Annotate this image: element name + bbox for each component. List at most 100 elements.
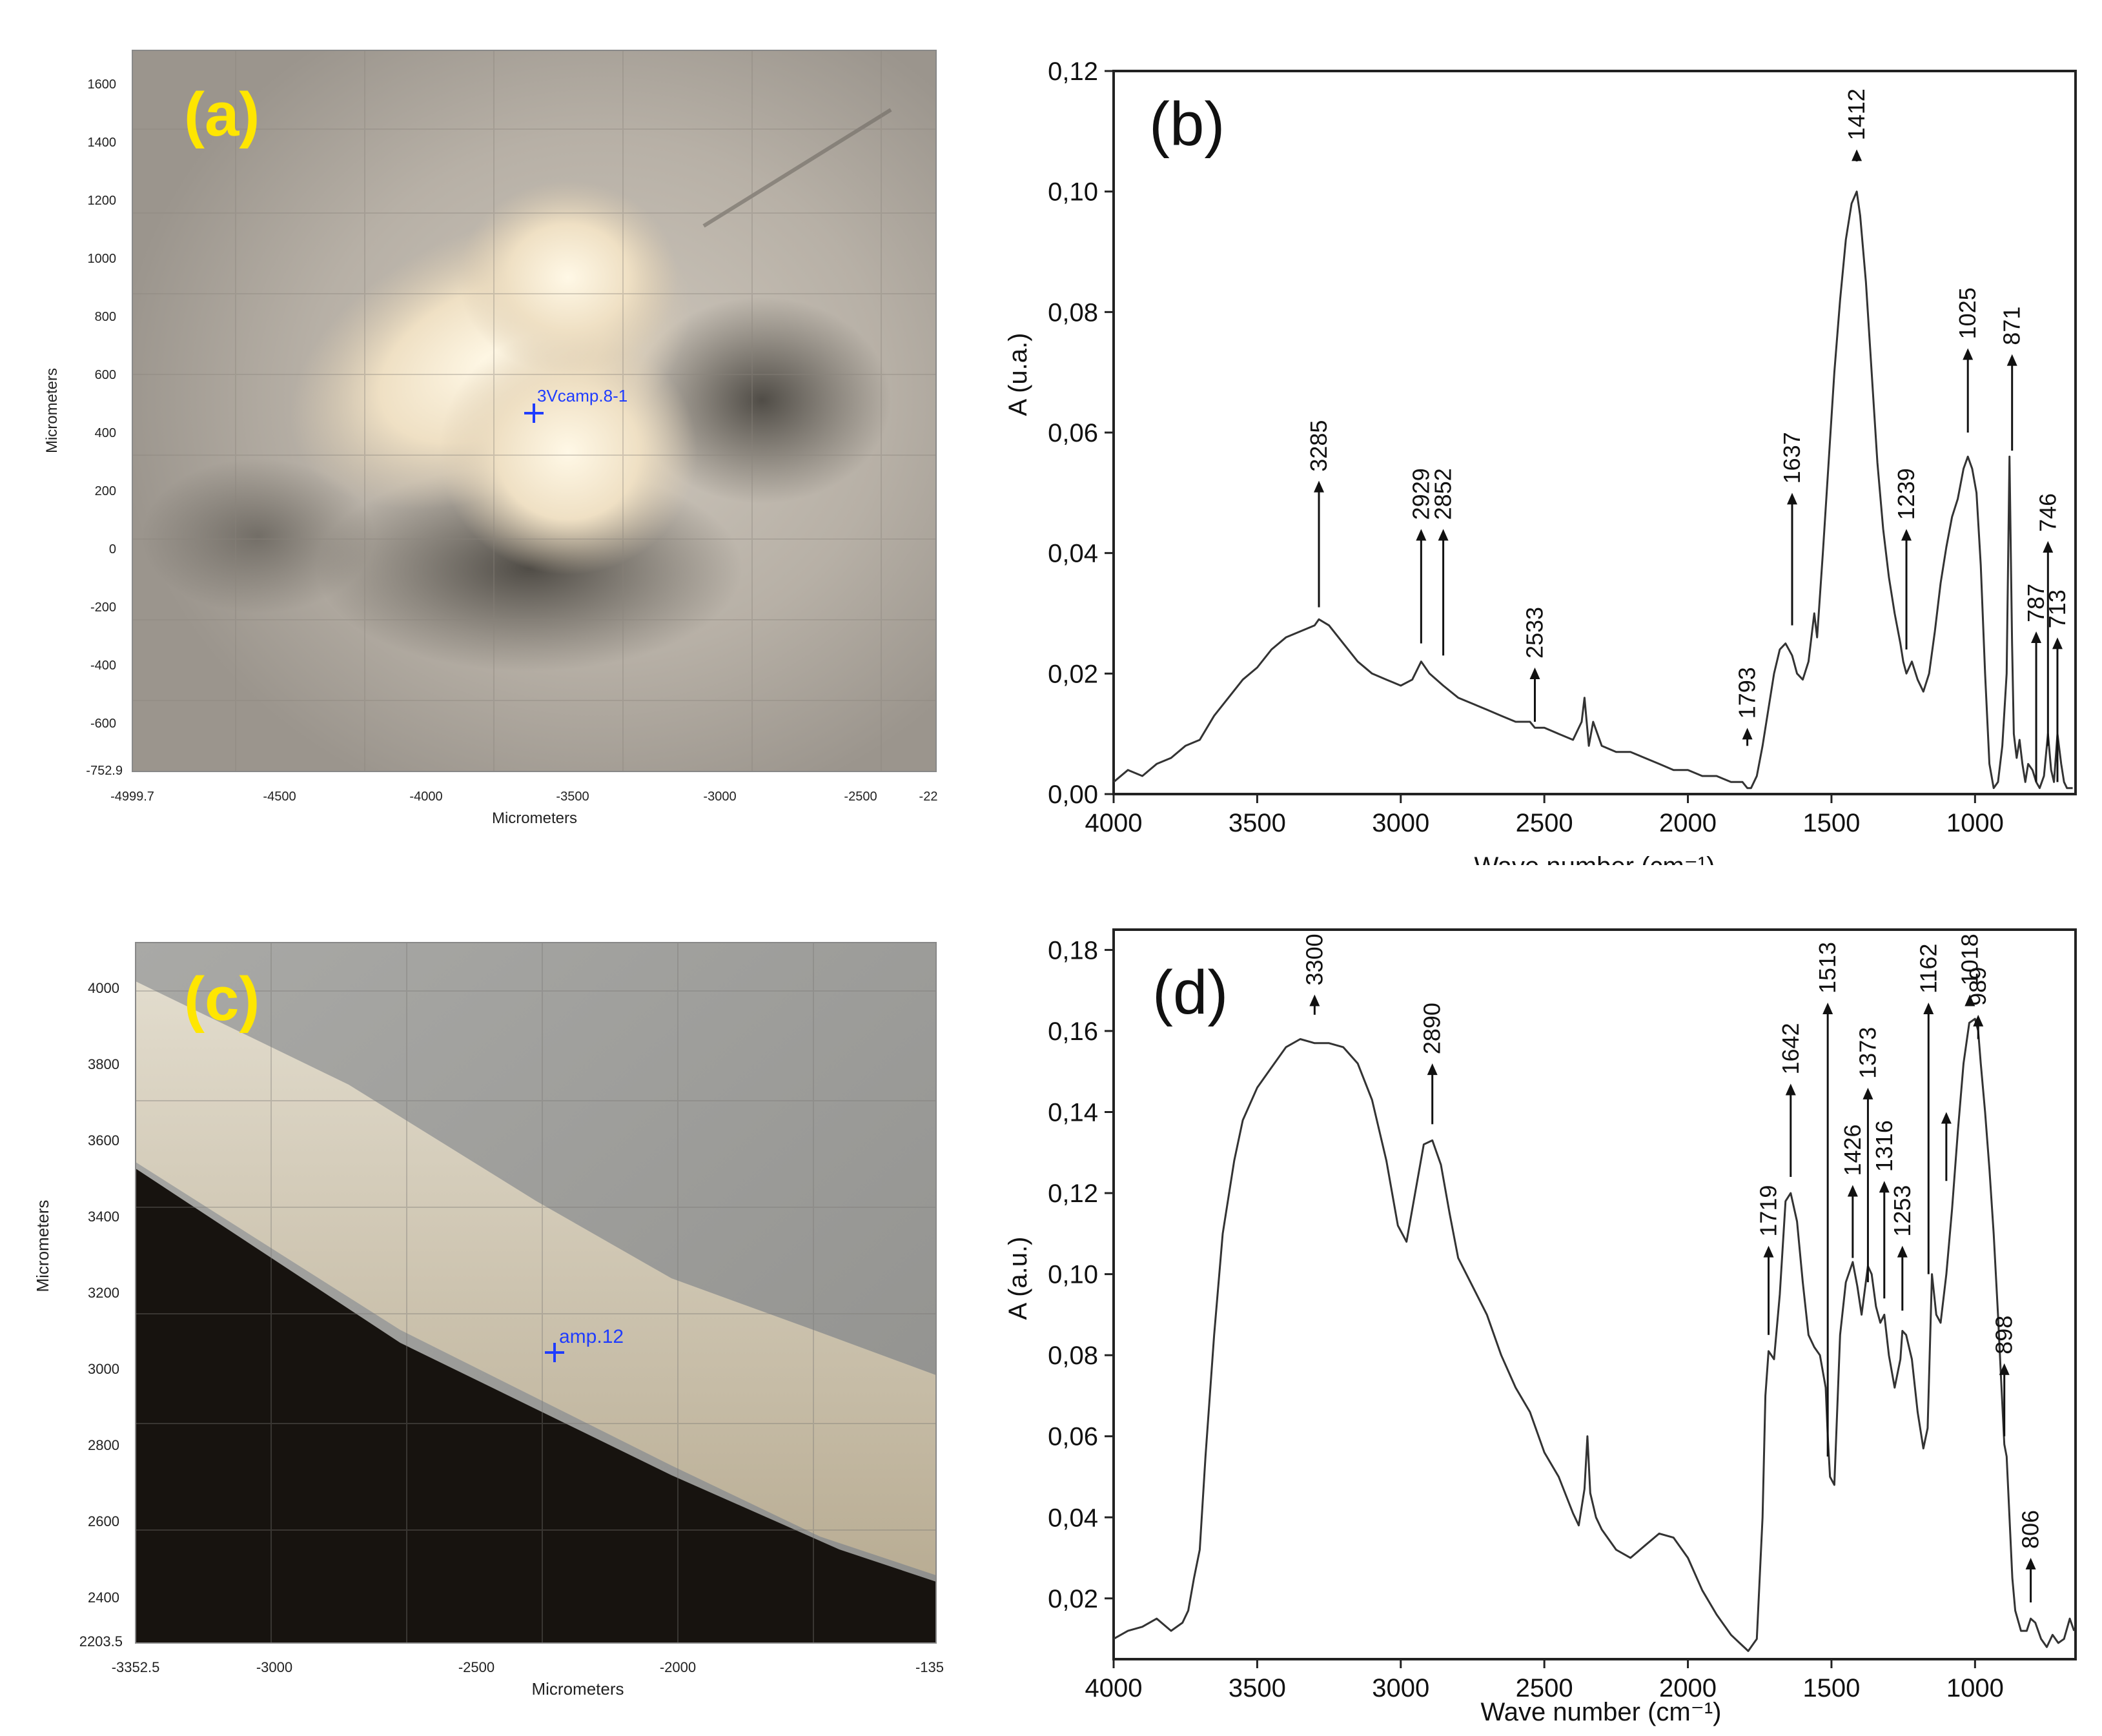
svg-text:2400: 2400 (88, 1589, 119, 1606)
svg-text:4000: 4000 (88, 980, 119, 996)
arrowhead-icon (1963, 348, 1974, 360)
arrowhead-icon (1901, 529, 1912, 541)
arrowhead-icon (1941, 1112, 1952, 1124)
y-tick-label: 0,02 (1048, 1585, 1098, 1613)
svg-text:200: 200 (95, 484, 116, 498)
x-tick-label: 3000 (1372, 1674, 1429, 1702)
svg-text:-4500: -4500 (263, 790, 296, 804)
y-tick-label: 0,04 (1048, 540, 1098, 568)
arrowhead-icon (1427, 1063, 1438, 1076)
svg-text:3800: 3800 (88, 1056, 119, 1072)
arrowhead-icon (1763, 1245, 1774, 1258)
svg-text:-752.9: -752.9 (86, 764, 123, 778)
arrowhead-icon (1314, 480, 1325, 493)
panel-b: (b) Wave number (cm⁻¹) A (u.a.) 4000 3500… (968, 0, 2102, 881)
crosshair-marker-icon (524, 403, 544, 423)
spectrum-line-d (1113, 1017, 2076, 1652)
svg-text:2203.5: 2203.5 (79, 1633, 123, 1649)
svg-text:-2500: -2500 (458, 1659, 495, 1675)
peak-label: 1239 (1893, 468, 1919, 520)
svg-text:3000: 3000 (88, 1361, 119, 1377)
arrowhead-icon (1879, 1181, 1890, 1193)
x-tick-label: 2500 (1516, 1674, 1573, 1702)
y-axis-label-c: Micrometers (33, 1200, 52, 1292)
y-tick-label: 0,00 (1048, 781, 1098, 809)
peak-label: 871 (1999, 307, 2025, 345)
arrowhead-icon (1862, 1087, 1873, 1099)
x-tick-label: 1000 (1946, 809, 2004, 837)
x-ticks-a: -4999.7 -4500 -4000 -3500 -3000 -2500 -2… (110, 790, 937, 804)
y-tick-label: 0,06 (1048, 1423, 1098, 1451)
arrowhead-icon (1822, 1003, 1833, 1014)
peak-label: 2929 (1407, 468, 1434, 520)
arrowhead-icon (1847, 1185, 1858, 1197)
svg-text:400: 400 (95, 426, 116, 440)
peak-label: 1253 (1889, 1185, 1915, 1237)
microscope-image-a: (a) 3Vcamp.8-1 1600 1400 1200 1000 800 6… (43, 50, 937, 827)
arrowhead-icon (2052, 637, 2063, 649)
x-axis-label-a: Micrometers (492, 810, 577, 827)
arrowhead-icon (1897, 1245, 1908, 1258)
peak-label: 713 (2044, 589, 2070, 628)
peak-label: 2852 (1430, 468, 1456, 520)
y-axis-label-d: A (a.u.) (1004, 1237, 1032, 1320)
y-ticks-a: 1600 1400 1200 1000 800 600 400 200 0 -2… (86, 77, 123, 778)
panel-label-a: (a) (184, 80, 260, 149)
x-axis-label-c: Micrometers (531, 1679, 624, 1699)
arrowhead-icon (1309, 994, 1320, 1006)
peak-label: 1513 (1814, 942, 1841, 994)
svg-text:-3000: -3000 (256, 1659, 292, 1675)
y-tick-label: 0,10 (1048, 178, 1098, 207)
svg-text:800: 800 (95, 310, 116, 324)
x-axis-label-d: Wave number (cm⁻¹) (1480, 1698, 1721, 1726)
y-tick-label: 0,16 (1048, 1017, 1098, 1046)
x-axis-label-b: Wave number (cm⁻¹) (1474, 852, 1715, 865)
x-tick-label: 2000 (1659, 1674, 1717, 1702)
arrowhead-icon (1742, 728, 1753, 740)
plot-frame-b (1112, 70, 2077, 795)
x-tick-label: 2500 (1516, 809, 1573, 837)
arrowhead-icon (2006, 354, 2017, 366)
svg-text:1000: 1000 (88, 252, 117, 266)
peak-label: 2533 (1521, 607, 1547, 659)
peak-label: 898 (1991, 1316, 2017, 1354)
peak-label: 806 (2017, 1510, 2044, 1549)
y-axis-label-a: Micrometers (43, 368, 61, 453)
svg-text:-3500: -3500 (556, 790, 589, 804)
fiber-sample (136, 981, 936, 1575)
arrowhead-icon (1438, 529, 1449, 541)
dark-shadow-band (136, 1169, 936, 1643)
arrowhead-icon (1416, 529, 1427, 541)
marker-label-c: amp.12 (559, 1326, 624, 1347)
svg-text:-200: -200 (90, 600, 116, 615)
arrowhead-icon (1923, 1003, 1934, 1014)
svg-text:-3000: -3000 (703, 790, 736, 804)
peak-label: 1316 (1871, 1120, 1897, 1172)
svg-text:-135: -135 (915, 1659, 944, 1675)
y-tick-label: 0,04 (1048, 1504, 1098, 1532)
peak-label: 989 (1964, 967, 1991, 1006)
svg-text:-22: -22 (919, 790, 938, 804)
arrowhead-icon (2043, 541, 2054, 553)
peak-label: 1793 (1734, 667, 1760, 719)
peak-label: 1162 (1915, 944, 1941, 994)
arrowhead-icon (1999, 1363, 2010, 1375)
peak-label: 1642 (1777, 1023, 1804, 1074)
y-tick-label: 0,12 (1048, 57, 1098, 86)
arrowhead-icon (1973, 1014, 1984, 1026)
plot-frame-d (1112, 928, 2077, 1660)
svg-text:3400: 3400 (88, 1209, 119, 1225)
x-tick-label: 3000 (1372, 809, 1429, 837)
peak-label: 1426 (1839, 1124, 1866, 1176)
svg-text:2800: 2800 (88, 1437, 119, 1453)
y-tick-label: 0,14 (1048, 1099, 1098, 1127)
crosshair-marker-icon (545, 1343, 564, 1362)
spectrum-line-b (1113, 190, 2073, 790)
peak-label: 1373 (1854, 1027, 1881, 1079)
spectrum-chart-d: (d) Wave number (cm⁻¹) A (a.u.) 4000 3500… (1004, 928, 2077, 1726)
x-tick-label: 3500 (1229, 809, 1286, 837)
panel-d: (d) Wave number (cm⁻¹) A (a.u.) 4000 3500… (968, 865, 2102, 1733)
arrowhead-icon (1964, 994, 1975, 1006)
svg-text:1600: 1600 (88, 77, 117, 92)
svg-text:2600: 2600 (88, 1513, 119, 1529)
